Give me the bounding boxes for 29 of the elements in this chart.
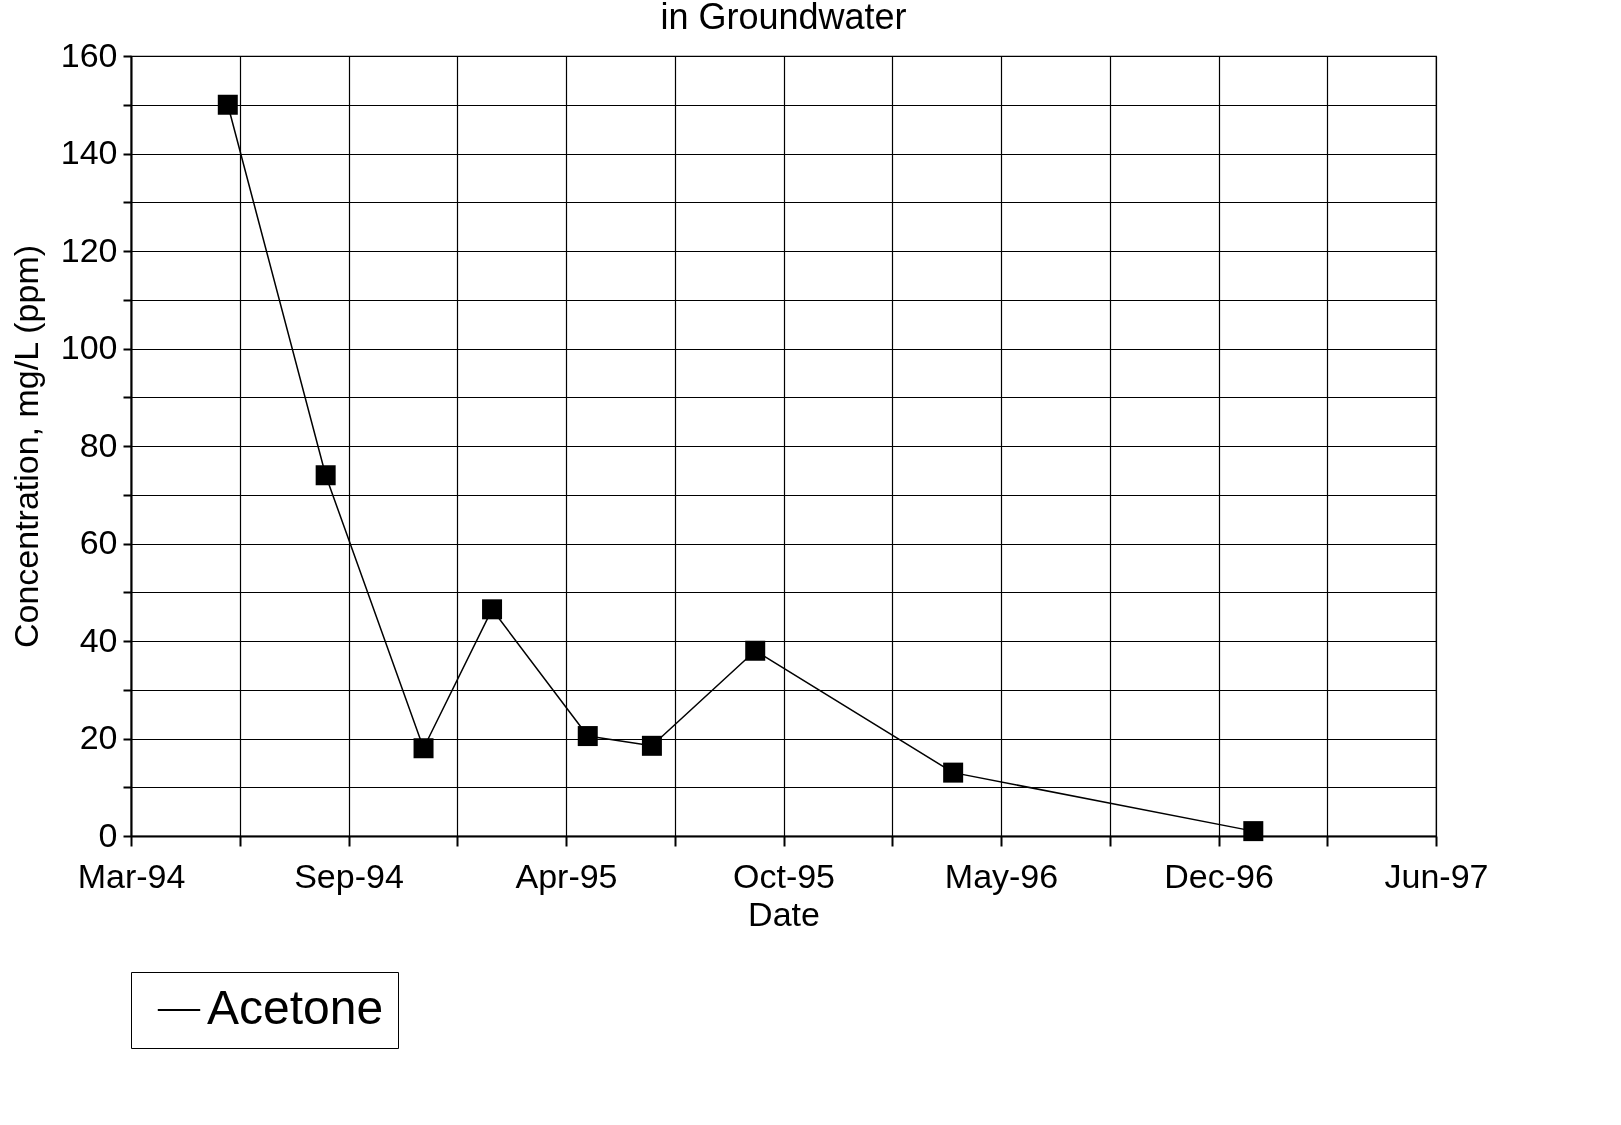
x-tick-label: May-96 <box>944 856 1059 895</box>
x-tick-label: Apr-95 <box>515 856 618 895</box>
x-tick-label: Jun-97 <box>1384 856 1489 895</box>
x-tick-label: Sep-94 <box>294 856 404 895</box>
y-tick-label: 120 <box>60 230 118 269</box>
y-tick-label: 100 <box>60 328 118 366</box>
y-tick-label: 40 <box>79 620 118 659</box>
x-tick-label: Mar-94 <box>77 856 186 895</box>
y-tick-label: 60 <box>79 523 118 561</box>
point <box>413 738 434 759</box>
chart-title: in Groundwater <box>660 0 907 37</box>
point <box>315 465 336 486</box>
point <box>943 762 964 783</box>
x-tick-label: Oct-95 <box>732 856 836 895</box>
point <box>1243 821 1264 842</box>
y-tick-label: 140 <box>60 133 118 171</box>
x-axis-title: Date <box>748 894 820 933</box>
point <box>482 599 503 620</box>
y-tick-label: 0 <box>98 815 118 854</box>
y-tick-label: 160 <box>60 35 118 74</box>
y-axis-title: Concentration, mg/L (ppm) <box>6 244 45 649</box>
x-tick-label: Dec-96 <box>1164 856 1274 895</box>
point <box>745 640 766 661</box>
y-tick-label: 20 <box>79 718 118 756</box>
y-tick-label: 80 <box>79 425 118 464</box>
point <box>577 726 598 747</box>
legend-label: Acetone <box>207 981 384 1034</box>
point <box>641 735 662 756</box>
point <box>217 94 238 115</box>
